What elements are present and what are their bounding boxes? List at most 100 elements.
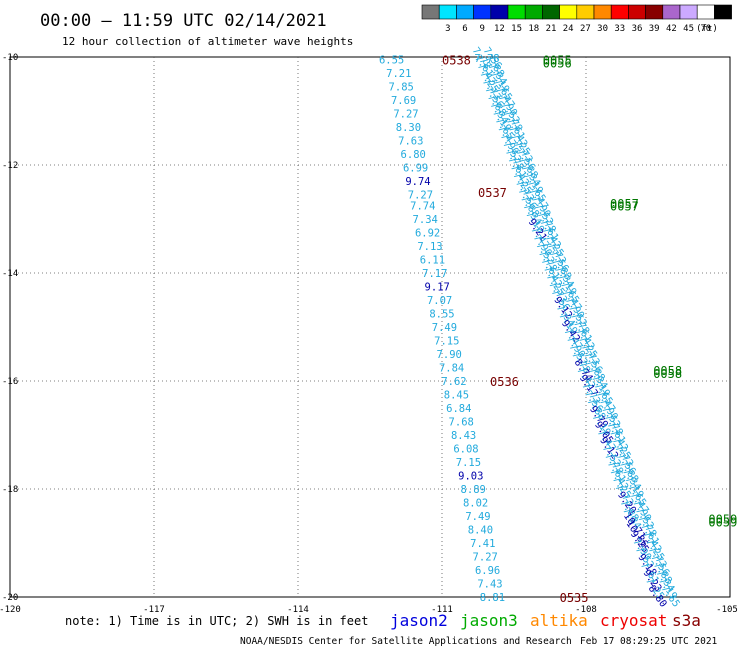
swh-label: 6.08 xyxy=(453,444,478,456)
colorbar-tick-label: 33 xyxy=(614,24,625,34)
colorbar-swatch xyxy=(610,4,629,20)
swh-label: 7.43 xyxy=(477,579,502,591)
swh-label: 7.21 xyxy=(386,68,411,80)
colorbar-swatch xyxy=(593,4,612,20)
x-tick-label: -111 xyxy=(431,605,453,615)
x-axis: -120 -117 -114 -111 -108 -105 xyxy=(0,605,738,615)
grid-lines xyxy=(10,57,730,597)
y-tick-label: -18 xyxy=(2,485,18,495)
swh-label: 8.89 xyxy=(461,484,486,496)
track-west-labels: 6.557.217.857.697.278.307.636.806.999.74… xyxy=(379,55,505,604)
swh-label: 6.99 xyxy=(403,163,428,175)
legend-entry-jason2: jason2 xyxy=(390,611,448,630)
x-tick-label: -108 xyxy=(575,605,597,615)
swh-label: 7.34 xyxy=(413,214,438,226)
swh-label: 7.49 xyxy=(465,511,490,523)
y-tick-label: -16 xyxy=(2,377,18,387)
swh-label: 7.13 xyxy=(417,241,442,253)
x-tick-label: -105 xyxy=(716,605,738,615)
swh-label: 7.68 xyxy=(449,417,474,429)
swh-label: 7.63 xyxy=(398,136,423,148)
swh-label: 6.55 xyxy=(379,55,404,67)
swh-label: 9.03 xyxy=(458,471,483,483)
swh-label: 7.27 xyxy=(393,109,418,121)
time-label: 0058 xyxy=(653,367,682,381)
colorbar-tick-label: 36 xyxy=(632,24,643,34)
swh-label: 7.15 xyxy=(434,336,459,348)
time-label: 0538 xyxy=(442,54,471,68)
plot-frame xyxy=(9,56,731,598)
chart-subtitle: 12 hour collection of altimeter wave hei… xyxy=(62,35,353,48)
track-east-labels: 7.787.787.617.427.257.737.567.887.347.19… xyxy=(470,46,682,610)
legend-entry-altika: altika xyxy=(530,611,588,630)
swh-label: 7.78 xyxy=(474,53,499,65)
x-tick-label: -114 xyxy=(287,605,309,615)
time-label: 0057 xyxy=(610,197,639,211)
swh-label: 6.11 xyxy=(420,255,445,267)
y-tick-label: -14 xyxy=(2,269,18,279)
swh-label: 8.02 xyxy=(463,498,488,510)
swh-label: 8.30 xyxy=(396,122,421,134)
colorbar-tick-label: 12 xyxy=(494,24,505,34)
swh-label: 9.17 xyxy=(425,282,450,294)
swh-label: 8.40 xyxy=(468,525,493,537)
colorbar-swatch xyxy=(490,4,509,20)
swh-label: 9.74 xyxy=(405,176,430,188)
colorbar-unit: (ft) xyxy=(696,24,718,34)
colorbar-tick-label: 45 xyxy=(683,24,694,34)
colorbar-swatch xyxy=(679,4,698,20)
chart-title: 00:00 — 11:59 UTC 02/14/2021 xyxy=(40,11,327,31)
y-tick-label: -20 xyxy=(2,593,18,603)
y-axis: -10 -12 -14 -16 -18 -20 xyxy=(2,53,18,603)
swh-label: 7.27 xyxy=(408,190,433,202)
swh-label: 8.81 xyxy=(480,592,505,604)
swh-label: 7.15 xyxy=(456,457,481,469)
footer-timestamp: Feb 17 08:29:25 UTC 2021 xyxy=(580,636,718,647)
legend-entry-s3a: s3a xyxy=(672,611,701,630)
time-label: 0536 xyxy=(490,375,519,389)
time-label: 0058 xyxy=(653,364,682,378)
legend-entry-jason3: jason3 xyxy=(460,611,518,630)
colorbar-swatch xyxy=(473,4,492,20)
colorbar-tick-label: 18 xyxy=(528,24,539,34)
colorbar-swatch xyxy=(696,4,715,20)
swh-label: 8.55 xyxy=(429,309,454,321)
colorbar-swatch xyxy=(576,4,595,20)
colorbar-swatch xyxy=(662,4,681,20)
colorbar-swatch xyxy=(421,4,440,20)
swh-label: 7.41 xyxy=(470,538,495,550)
colorbar-tick-label: 42 xyxy=(666,24,677,34)
time-label: 0055 xyxy=(543,54,572,68)
colorbar-tick-label: 3 xyxy=(445,24,450,34)
colorbar-tick-label: 39 xyxy=(649,24,660,34)
legend-entry-cryosat: cryosat xyxy=(600,611,667,630)
colorbar-tick-label: 6 xyxy=(462,24,467,34)
x-tick-label: -117 xyxy=(143,605,165,615)
colorbar-swatch xyxy=(524,4,543,20)
colorbar-tick-label: 21 xyxy=(546,24,557,34)
time-label: 0056 xyxy=(543,56,572,70)
colorbar-swatch xyxy=(628,4,646,20)
colorbar-tick-label: 24 xyxy=(563,24,574,34)
colorbar-tick-label: 70 xyxy=(700,24,711,34)
footer-credit: NOAA/NESDIS Center for Satellite Applica… xyxy=(240,636,572,647)
time-labels: 0538053705360535005500560057005700580058… xyxy=(442,54,737,605)
colorbar-legend: 3 6 9 12 15 18 21 24 27 30 33 36 39 42 45 70(ft) xyxy=(421,4,732,34)
time-label: 0059 xyxy=(708,515,737,529)
swh-label: 7.69 xyxy=(391,95,416,107)
swh-label: 8.45 xyxy=(444,390,469,402)
swh-label: 6.84 xyxy=(446,403,471,415)
swh-label: 6.96 xyxy=(475,565,500,577)
colorbar-tick-label: 9 xyxy=(479,24,484,34)
y-tick-label: -12 xyxy=(2,161,18,171)
swh-label: 7.07 xyxy=(427,295,452,307)
swh-label: 7.74 xyxy=(410,201,435,213)
swh-label: 7.62 xyxy=(441,376,466,388)
colorbar-tick-label: 15 xyxy=(511,24,522,34)
time-label: 0537 xyxy=(478,186,507,200)
swh-label: 6.92 xyxy=(415,228,440,240)
time-label: 0059 xyxy=(708,513,737,527)
swh-label: 7.49 xyxy=(432,322,457,334)
colorbar-tick-label: 27 xyxy=(580,24,591,34)
colorbar-swatch xyxy=(507,4,526,20)
